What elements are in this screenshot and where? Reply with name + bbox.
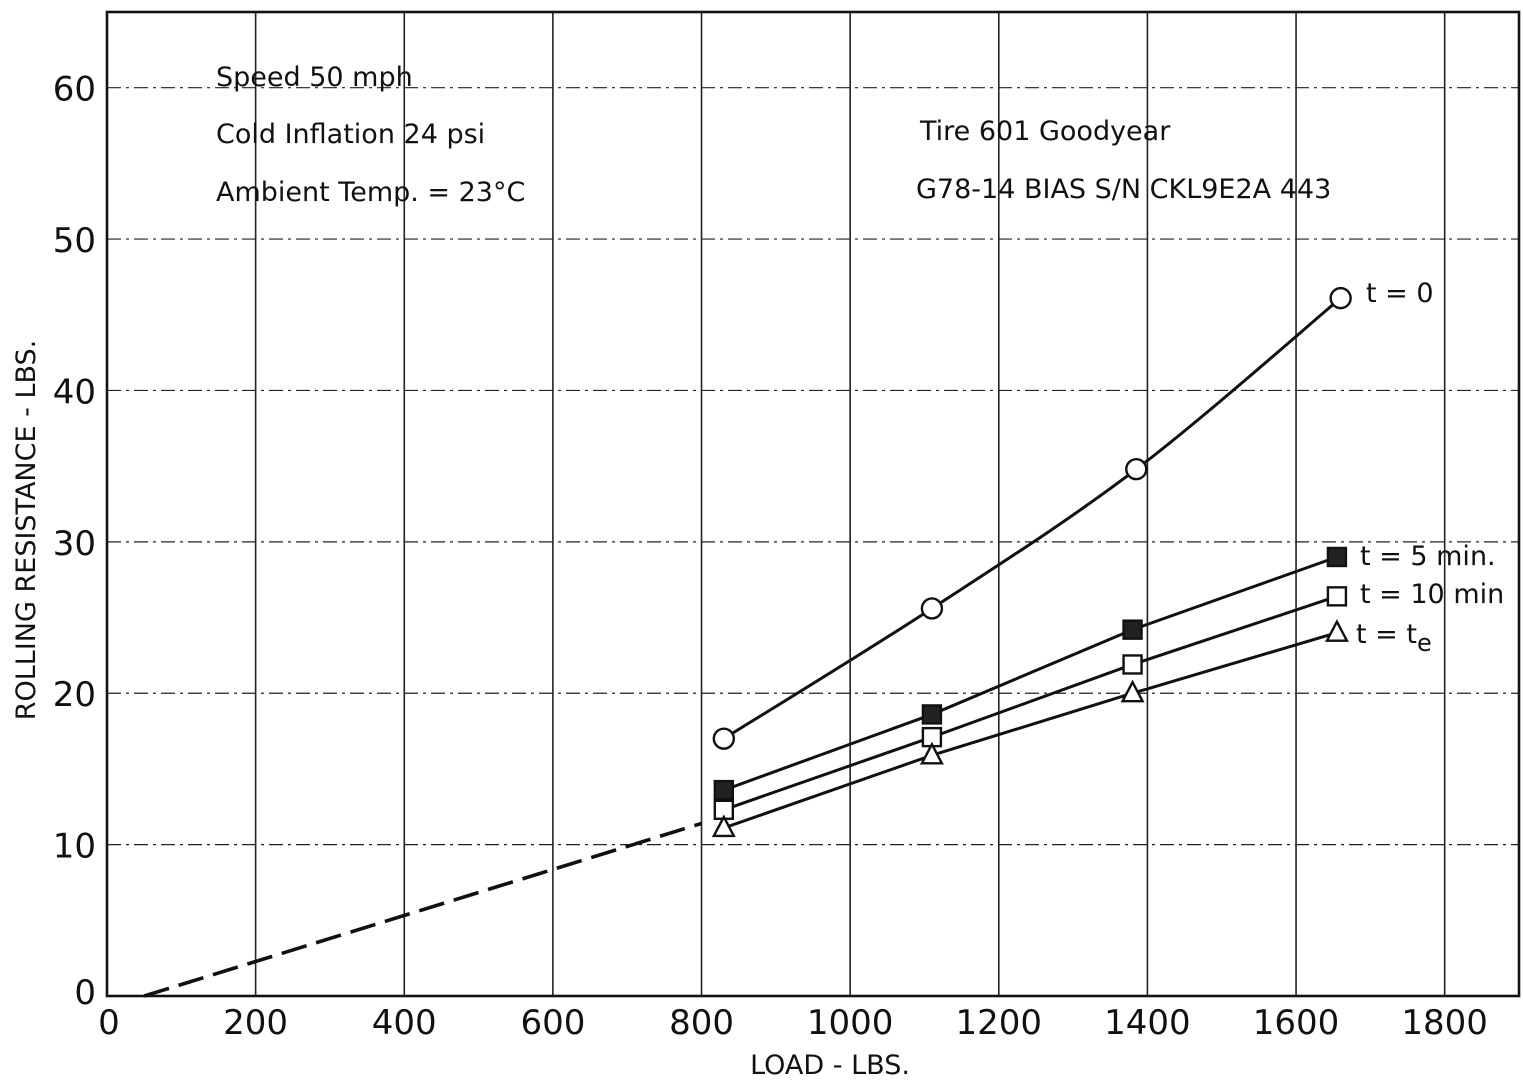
x-tick-label: 1000: [807, 1003, 894, 1043]
data-point: [713, 779, 735, 801]
y-tick-label: 50: [53, 221, 96, 261]
series-label: t = 10 min: [1360, 579, 1504, 610]
annotation-tire-size: G78-14 BIAS S/N CKL9E2A 443: [916, 174, 1331, 205]
y-tick-label: 40: [53, 372, 96, 412]
data-point: [1326, 586, 1348, 607]
y-axis-label: ROLLING RESISTANCE - LBS.: [11, 340, 42, 721]
data-point: [712, 727, 736, 750]
data-point: [1120, 679, 1145, 703]
data-point: [1122, 654, 1143, 675]
series-label: t = 5 min.: [1360, 541, 1496, 572]
x-tick-label: 1200: [956, 1003, 1043, 1043]
series-2: t = 10 min: [713, 579, 1504, 820]
series-line: [723, 594, 1338, 812]
data-point: [921, 704, 943, 725]
data-point: [919, 741, 944, 765]
x-tick-label: 600: [520, 1003, 585, 1043]
series-line: [723, 631, 1338, 830]
series-3: t = te: [711, 619, 1432, 838]
x-tick-label: 1600: [1253, 1003, 1340, 1043]
x-tick-label: 200: [223, 1003, 288, 1043]
x-tick-label: 400: [372, 1003, 437, 1043]
series-1: t = 5 min.: [713, 541, 1496, 801]
annotation-ambient-temp: Ambient Temp. = 23°C: [216, 177, 525, 208]
tick-labels: 0 200 400 600 800 1000 1200 1400 1600 1800 0 10 20 30…: [53, 70, 1488, 1043]
series-line: [723, 555, 1338, 792]
y-tick-label: 0: [74, 973, 96, 1013]
extrapolation-line: [143, 821, 703, 998]
y-tick-label: 30: [53, 524, 96, 564]
series-line: [723, 296, 1342, 740]
y-tick-label: 20: [53, 675, 96, 715]
series: t = 0 t = 5 min. t = 10 min t = te: [143, 278, 1504, 998]
x-tick-label: 0: [98, 1003, 120, 1043]
data-point: [1324, 619, 1349, 642]
y-tick-label: 60: [53, 70, 96, 110]
data-point: [1122, 619, 1143, 640]
x-tick-label: 1400: [1104, 1003, 1191, 1043]
x-axis-label: LOAD - LBS.: [750, 1050, 910, 1081]
data-point: [1329, 286, 1352, 310]
annotation-speed: Speed 50 mph: [216, 62, 413, 93]
x-tick-label: 800: [669, 1003, 734, 1043]
x-tick-label: 1800: [1401, 1003, 1488, 1043]
annotation-inflation: Cold Inflation 24 psi: [216, 119, 485, 150]
data-point: [711, 814, 736, 838]
annotation-tire: Tire 601 Goodyear: [919, 116, 1171, 147]
data-point: [920, 597, 944, 620]
plot-frame: [105, 10, 1521, 998]
grid: [107, 12, 1519, 996]
y-tick-label: 10: [53, 827, 96, 867]
data-point: [1125, 457, 1148, 481]
series-0: t = 0: [712, 278, 1434, 750]
data-point: [1326, 546, 1348, 568]
series-label: t = 0: [1366, 278, 1434, 309]
series-label: t = te: [1356, 619, 1432, 657]
